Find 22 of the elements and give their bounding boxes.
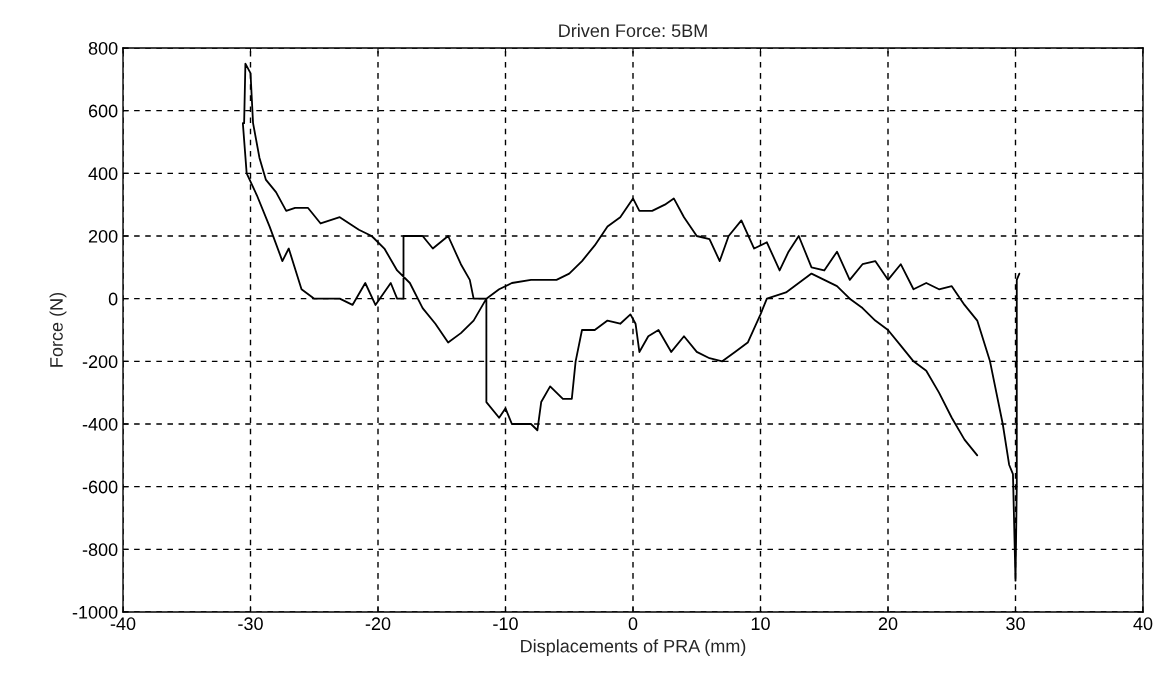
x-tick-label: -30 [238, 617, 263, 631]
x-tick-label: 40 [1133, 617, 1153, 631]
y-axis-title: Force (N) [49, 293, 67, 367]
y-tick-label: -400 [82, 417, 118, 431]
x-tick-label: -20 [365, 617, 391, 631]
y-tick-label: -600 [82, 480, 118, 494]
x-tick-label: 30 [1006, 617, 1025, 631]
y-tick-label: 200 [88, 229, 118, 243]
y-tick-label: 400 [88, 167, 118, 181]
x-tick-label: 10 [751, 617, 770, 631]
x-tick-label: -40 [110, 617, 136, 631]
x-tick-label: -10 [493, 617, 518, 631]
x-tick-label: 20 [878, 617, 898, 631]
y-tick-label: -1000 [72, 605, 118, 619]
y-tick-label: 800 [88, 41, 118, 55]
y-tick-label: -200 [82, 355, 118, 369]
y-tick-label: 0 [108, 292, 118, 306]
x-tick-label: 0 [628, 617, 638, 631]
y-tick-label: 600 [88, 104, 118, 118]
y-tick-label: -800 [82, 543, 118, 557]
chart-title: Driven Force: 5BM [559, 23, 707, 38]
x-axis-title: Displacements of PRA (mm) [521, 639, 746, 657]
